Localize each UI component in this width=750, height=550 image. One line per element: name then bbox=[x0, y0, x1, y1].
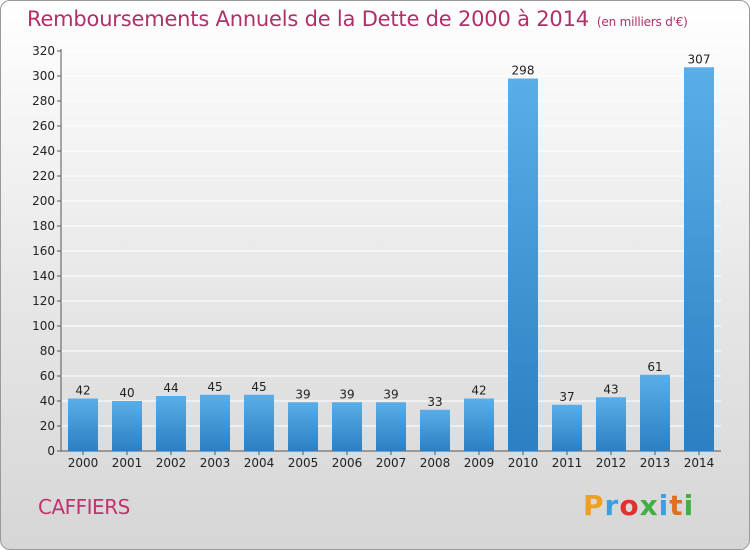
y-tick-label: 140 bbox=[32, 269, 55, 283]
y-tick-label: 40 bbox=[40, 394, 55, 408]
logo-letter: t bbox=[669, 489, 684, 522]
x-tick-label: 2003 bbox=[200, 456, 231, 470]
bar bbox=[112, 401, 142, 451]
y-tick-label: 240 bbox=[32, 144, 55, 158]
bar-value-label: 42 bbox=[75, 384, 90, 398]
bar-value-label: 307 bbox=[688, 52, 711, 66]
x-tick-label: 2006 bbox=[332, 456, 363, 470]
bar bbox=[244, 394, 274, 451]
y-tick-label: 320 bbox=[32, 44, 55, 58]
y-tick-label: 100 bbox=[32, 319, 55, 333]
x-tick-label: 2009 bbox=[464, 456, 495, 470]
proxiti-logo: Proxiti bbox=[583, 489, 694, 522]
y-tick-label: 0 bbox=[47, 444, 55, 458]
bar-value-label: 61 bbox=[647, 360, 662, 374]
logo-letter: x bbox=[639, 489, 659, 522]
y-tick-label: 260 bbox=[32, 119, 55, 133]
bar-value-label: 39 bbox=[339, 387, 354, 401]
bar-value-label: 45 bbox=[207, 380, 222, 394]
bar bbox=[332, 402, 362, 451]
x-tick-label: 2010 bbox=[508, 456, 539, 470]
bar bbox=[68, 398, 98, 451]
x-tick-label: 2004 bbox=[244, 456, 275, 470]
logo-letter: r bbox=[604, 489, 620, 522]
y-tick-label: 300 bbox=[32, 69, 55, 83]
bar bbox=[200, 394, 230, 451]
bar bbox=[156, 396, 186, 451]
bar bbox=[376, 402, 406, 451]
x-tick-label: 2005 bbox=[288, 456, 319, 470]
x-tick-label: 2001 bbox=[112, 456, 143, 470]
logo-letter: P bbox=[583, 489, 605, 522]
x-tick-label: 2014 bbox=[684, 456, 715, 470]
bar bbox=[508, 78, 538, 451]
bar-value-label: 298 bbox=[512, 64, 535, 78]
y-tick-label: 160 bbox=[32, 244, 55, 258]
bar bbox=[684, 67, 714, 451]
x-tick-label: 2008 bbox=[420, 456, 451, 470]
bar bbox=[464, 398, 494, 451]
x-tick-label: 2012 bbox=[596, 456, 627, 470]
logo-letter: i bbox=[683, 489, 695, 522]
bar-value-label: 40 bbox=[119, 386, 134, 400]
logo-letter: o bbox=[619, 489, 640, 522]
x-tick-label: 2000 bbox=[68, 456, 99, 470]
bar bbox=[420, 409, 450, 451]
y-tick-label: 120 bbox=[32, 294, 55, 308]
logo-letter: i bbox=[658, 489, 670, 522]
bar bbox=[596, 397, 626, 451]
bar bbox=[640, 374, 670, 451]
y-tick-label: 200 bbox=[32, 194, 55, 208]
bar-value-label: 43 bbox=[603, 382, 618, 396]
chart-unit: (en milliers d'€) bbox=[596, 15, 688, 29]
y-tick-label: 80 bbox=[40, 344, 55, 358]
bar-value-label: 39 bbox=[383, 387, 398, 401]
bar-value-label: 39 bbox=[295, 387, 310, 401]
bar bbox=[288, 402, 318, 451]
x-tick-label: 2002 bbox=[156, 456, 187, 470]
bar-value-label: 45 bbox=[251, 380, 266, 394]
y-tick-label: 20 bbox=[40, 419, 55, 433]
chart-title: Remboursements Annuels de la Dette de 20… bbox=[27, 7, 688, 31]
chart-title-text: Remboursements Annuels de la Dette de 20… bbox=[27, 7, 589, 31]
y-tick-label: 180 bbox=[32, 219, 55, 233]
x-tick-label: 2013 bbox=[640, 456, 671, 470]
bar-value-label: 44 bbox=[163, 381, 178, 395]
bar-value-label: 42 bbox=[471, 384, 486, 398]
bar-value-label: 33 bbox=[427, 395, 442, 409]
y-tick-label: 220 bbox=[32, 169, 55, 183]
bar bbox=[552, 404, 582, 451]
x-tick-label: 2007 bbox=[376, 456, 407, 470]
bar-value-label: 37 bbox=[559, 390, 574, 404]
y-tick-label: 280 bbox=[32, 94, 55, 108]
y-tick-label: 60 bbox=[40, 369, 55, 383]
commune-name: CAFFIERS bbox=[38, 495, 130, 519]
x-tick-label: 2011 bbox=[552, 456, 583, 470]
